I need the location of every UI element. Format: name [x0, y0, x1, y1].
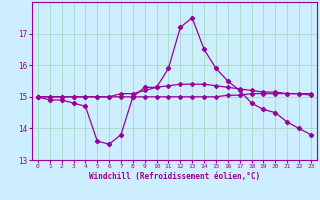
X-axis label: Windchill (Refroidissement éolien,°C): Windchill (Refroidissement éolien,°C) — [89, 172, 260, 181]
